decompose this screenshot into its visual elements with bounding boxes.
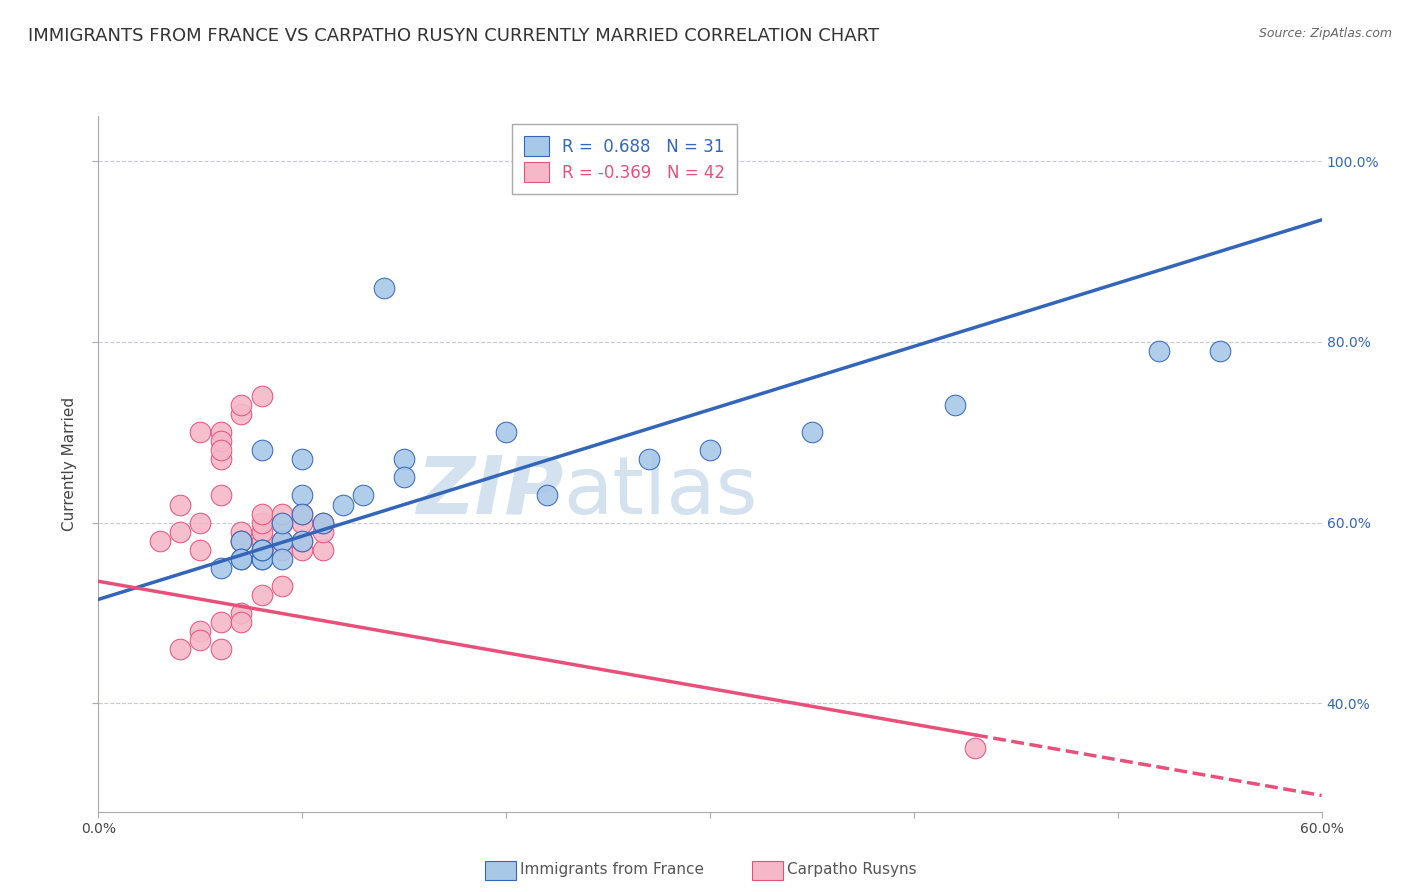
Point: [250, 533, 273, 548]
Point: [291, 533, 314, 548]
Point: [231, 606, 253, 620]
Point: [291, 516, 314, 530]
Point: [231, 407, 253, 421]
Point: [291, 507, 314, 521]
Point: [1209, 343, 1232, 358]
Point: [291, 542, 314, 557]
Point: [291, 507, 314, 521]
Point: [250, 551, 273, 566]
Point: [250, 516, 273, 530]
Point: [209, 443, 232, 458]
Point: [392, 470, 416, 484]
Point: [373, 280, 395, 294]
Point: [250, 443, 273, 458]
Point: [188, 516, 212, 530]
Legend: R =  0.688   N = 31, R = -0.369   N = 42: R = 0.688 N = 31, R = -0.369 N = 42: [512, 124, 737, 194]
Point: [270, 516, 294, 530]
Point: [312, 516, 335, 530]
Point: [332, 498, 354, 512]
Point: [250, 551, 273, 566]
Point: [943, 398, 966, 412]
Point: [231, 551, 253, 566]
Point: [209, 434, 232, 449]
Point: [209, 452, 232, 467]
Point: [270, 533, 294, 548]
Point: [801, 425, 824, 440]
Point: [231, 533, 253, 548]
Point: [250, 507, 273, 521]
Text: Source: ZipAtlas.com: Source: ZipAtlas.com: [1258, 27, 1392, 40]
Point: [250, 542, 273, 557]
Point: [270, 542, 294, 557]
Point: [250, 542, 273, 557]
Text: Carpatho Rusyns: Carpatho Rusyns: [787, 863, 917, 877]
Point: [352, 488, 374, 502]
Point: [188, 542, 212, 557]
Point: [231, 551, 253, 566]
Point: [291, 533, 314, 548]
Point: [250, 389, 273, 403]
Point: [231, 524, 253, 539]
Point: [188, 633, 212, 648]
Point: [169, 524, 191, 539]
Point: [312, 542, 335, 557]
Point: [149, 533, 172, 548]
Point: [209, 560, 232, 574]
Point: [965, 741, 987, 756]
Point: [250, 588, 273, 602]
Point: [250, 524, 273, 539]
Point: [250, 542, 273, 557]
Point: [209, 642, 232, 657]
Point: [536, 488, 558, 502]
Point: [312, 516, 335, 530]
Point: [270, 551, 294, 566]
Point: [291, 488, 314, 502]
Point: [188, 624, 212, 638]
Point: [231, 615, 253, 629]
Y-axis label: Currently Married: Currently Married: [62, 397, 77, 531]
Point: [231, 398, 253, 412]
Point: [231, 533, 253, 548]
Point: [270, 516, 294, 530]
Text: Immigrants from France: Immigrants from France: [520, 863, 704, 877]
Point: [638, 452, 661, 467]
Point: [312, 524, 335, 539]
Point: [392, 452, 416, 467]
Point: [169, 642, 191, 657]
Text: ZIP: ZIP: [416, 452, 564, 531]
Point: [209, 425, 232, 440]
Point: [291, 452, 314, 467]
Text: IMMIGRANTS FROM FRANCE VS CARPATHO RUSYN CURRENTLY MARRIED CORRELATION CHART: IMMIGRANTS FROM FRANCE VS CARPATHO RUSYN…: [28, 27, 879, 45]
Point: [495, 425, 517, 440]
Point: [209, 488, 232, 502]
Point: [209, 615, 232, 629]
Point: [1147, 343, 1170, 358]
Point: [188, 425, 212, 440]
Point: [169, 498, 191, 512]
Point: [270, 579, 294, 593]
Point: [231, 533, 253, 548]
Point: [699, 443, 721, 458]
Point: [270, 507, 294, 521]
Text: atlas: atlas: [564, 452, 758, 531]
Point: [270, 533, 294, 548]
